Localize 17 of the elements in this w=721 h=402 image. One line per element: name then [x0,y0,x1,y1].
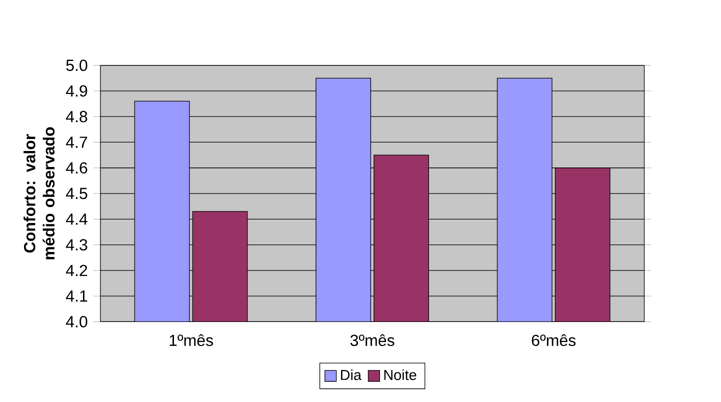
y-tick-label: 4.5 [66,188,88,200]
x-tick-label: 6ºmês [532,334,576,346]
legend-label: Noite [384,370,416,380]
y-tick-label: 5.0 [66,60,88,72]
x-tick-label: 3ºmês [350,334,394,346]
y-tick-label: 4.3 [66,239,88,251]
y-tick-label: 4.9 [66,86,88,97]
y-tick-label: 4.0 [66,316,88,328]
y-tick-label: 4.6 [66,162,88,174]
y-tick-label: 4.8 [66,111,88,122]
y-tick-label: 4.1 [66,290,88,302]
y-tick-label: 4.4 [66,214,88,225]
y-tick-label: 4.2 [66,265,88,276]
x-tick-label: 1ºmês [170,334,213,346]
legend-label: Dia [341,370,362,380]
y-tick-label: 4.7 [66,136,88,148]
y-axis-title: Conforto: valor médio observado [24,128,55,260]
